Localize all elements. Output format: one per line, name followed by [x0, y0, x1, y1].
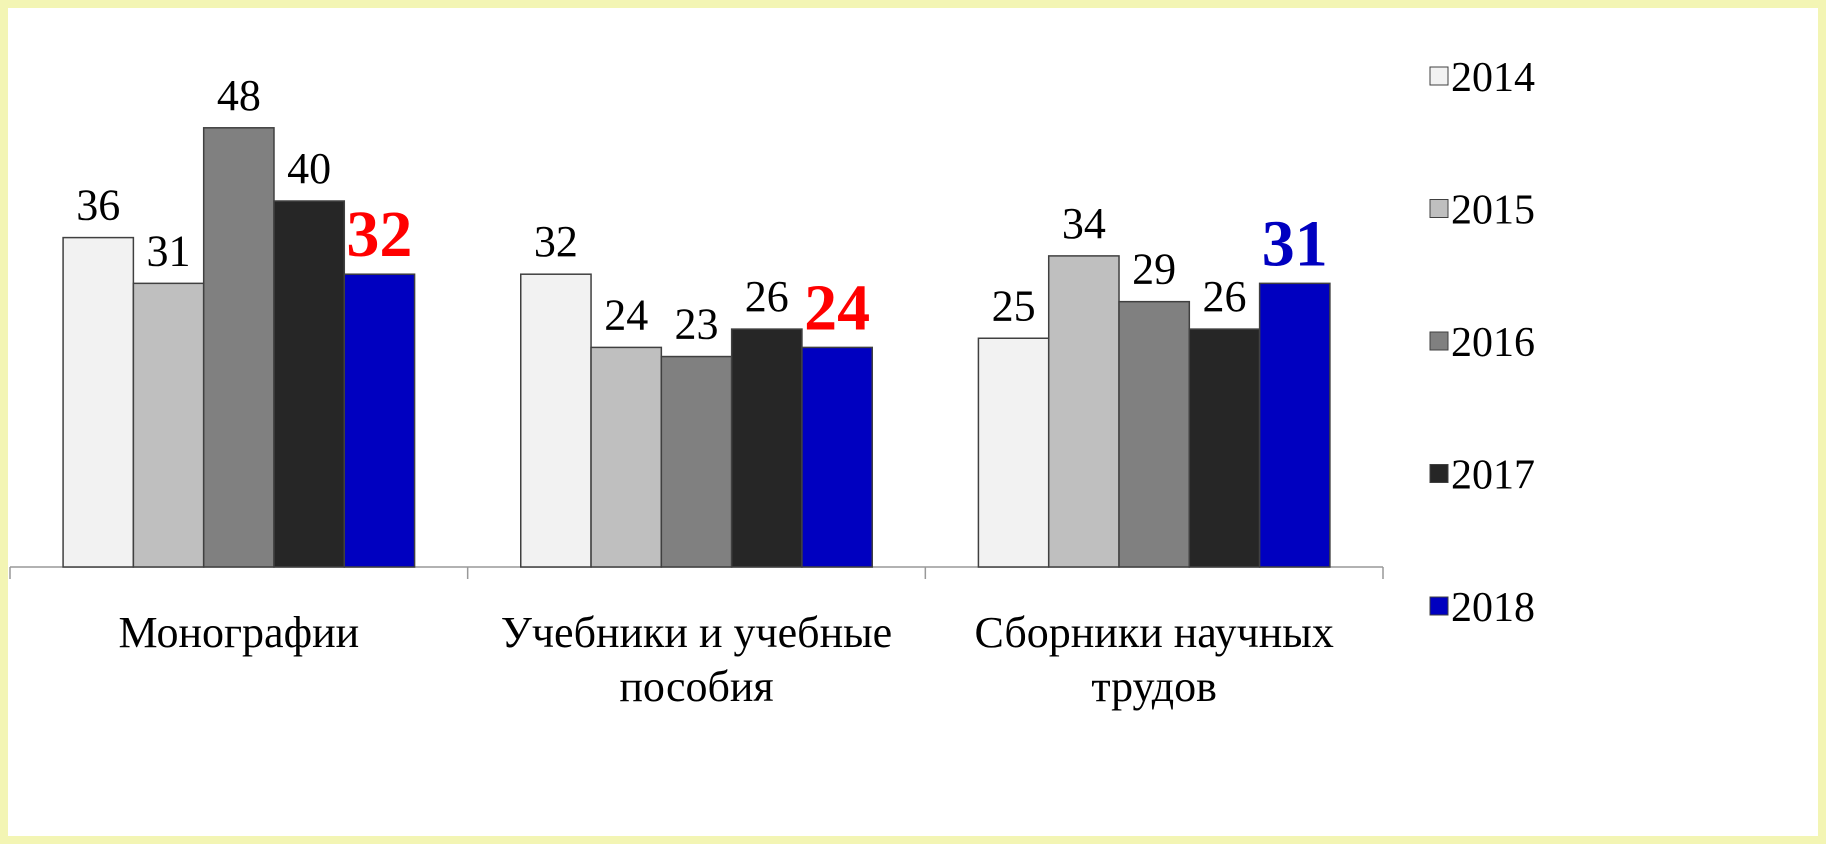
data-label: 31 — [1262, 207, 1328, 280]
data-label: 36 — [76, 181, 120, 230]
legend-swatch — [1429, 596, 1449, 616]
bar — [1188, 328, 1261, 568]
bar — [1047, 255, 1120, 568]
legend-swatch — [1429, 331, 1449, 351]
data-label: 48 — [217, 71, 261, 120]
bar — [520, 273, 592, 568]
x-tick-label: Учебники и учебные пособия — [500, 608, 893, 711]
bar — [730, 328, 803, 568]
legend-label: 2016 — [1451, 320, 1535, 366]
data-label: 32 — [534, 217, 578, 266]
data-label: 25 — [992, 281, 1036, 330]
data-label: 26 — [1202, 272, 1246, 321]
bar — [62, 236, 135, 568]
data-label: 31 — [147, 226, 191, 275]
data-label: 26 — [745, 272, 789, 321]
legend-swatch — [1429, 464, 1449, 483]
legend-label: 2018 — [1451, 585, 1535, 631]
legend-label: 2014 — [1451, 55, 1535, 101]
bar — [343, 273, 416, 568]
legend-swatch — [1429, 199, 1449, 218]
chart: 36 31 48 40 32 32 24 23 26 24 25 34 29 26 31 2014 2015 20… — [9, 55, 1535, 631]
data-label: 34 — [1062, 199, 1106, 248]
data-label: 29 — [1132, 245, 1176, 294]
bar — [590, 346, 663, 568]
x-tick-label: Монографии — [118, 608, 360, 657]
legend-swatch — [1429, 66, 1449, 86]
data-label: 24 — [804, 271, 870, 344]
legend-label: 2017 — [1451, 453, 1535, 499]
bar — [1258, 282, 1331, 568]
bar — [132, 282, 205, 568]
legend-label: 2015 — [1451, 188, 1535, 234]
bar — [977, 337, 1050, 568]
data-label: 23 — [675, 300, 719, 349]
bar — [801, 346, 874, 568]
data-label: 24 — [604, 290, 648, 339]
bar — [1118, 300, 1191, 568]
bar — [660, 355, 733, 568]
data-label: 40 — [287, 144, 331, 193]
bar — [202, 127, 275, 568]
data-label: 32 — [346, 198, 412, 271]
x-tick-label: Сборники научных трудов — [974, 608, 1334, 711]
bar — [273, 200, 346, 568]
